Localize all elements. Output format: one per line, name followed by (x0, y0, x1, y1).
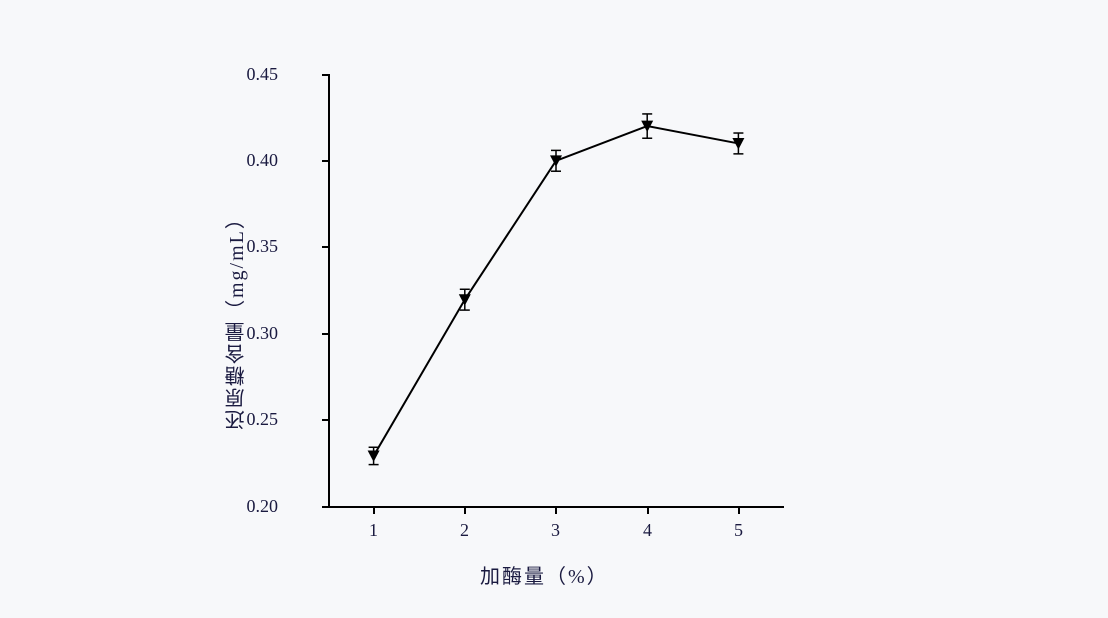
series-line (374, 126, 739, 456)
data-marker (732, 138, 744, 149)
data-marker (368, 451, 380, 462)
chart-canvas: 还原糖含量（mg/mL） 加酶量（%） 0.20 0.25 0.30 0.35 … (0, 0, 1108, 618)
data-marker (459, 294, 471, 305)
plot-svg (0, 0, 1108, 618)
data-marker (550, 155, 562, 166)
